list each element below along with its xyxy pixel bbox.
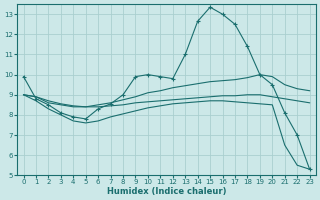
X-axis label: Humidex (Indice chaleur): Humidex (Indice chaleur) [107,187,226,196]
